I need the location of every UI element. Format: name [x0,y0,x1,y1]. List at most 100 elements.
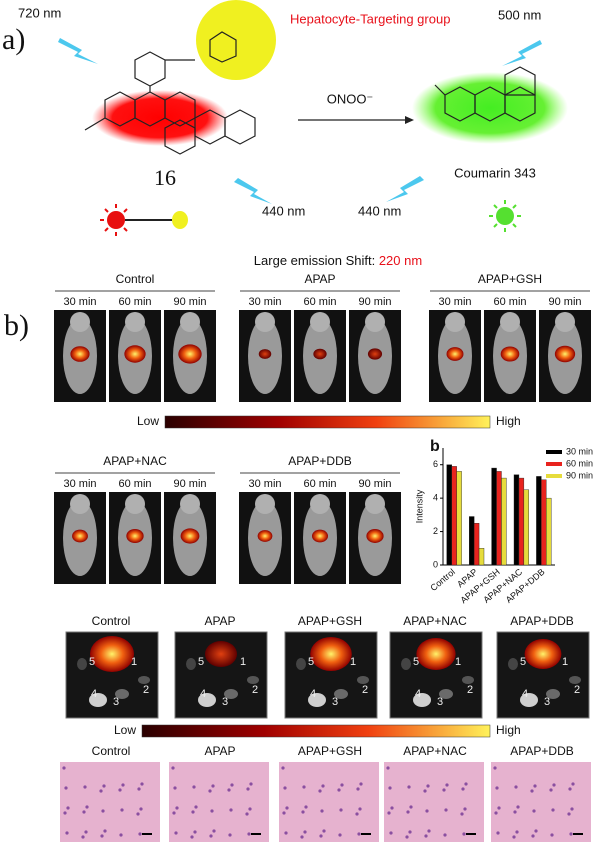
organ-title: APAP [204,614,235,628]
nucleus [285,806,289,810]
nucleus [137,787,141,791]
time-label: 60 min [118,478,151,490]
nucleus [193,830,197,834]
nucleus [245,812,249,816]
liver-signal [313,348,327,360]
nucleus [423,789,427,793]
time-label: 60 min [118,296,151,308]
organ-number: 2 [143,684,149,696]
liver-signal [70,346,90,362]
nucleus [359,782,363,786]
histology-title: APAP+GSH [298,744,362,758]
nucleus [496,831,500,835]
histology-image [169,762,269,842]
nucleus [304,805,308,809]
organ-number: 4 [415,688,421,700]
nucleus [102,784,106,788]
y-tick-label: 0 [433,559,438,569]
nucleus [495,786,499,790]
liver-signal [257,530,273,542]
histology-title: APAP [204,744,235,758]
panel-label: a) [2,23,25,56]
histology-image [384,762,484,842]
nucleus [425,809,429,813]
nucleus [281,766,285,770]
x-tick-label: Control [428,567,457,593]
organ [224,689,238,699]
nucleus [174,831,178,835]
mouse-head [310,312,330,332]
nucleus [82,810,86,814]
nucleus [99,789,103,793]
shift-value: 220 nm [379,253,422,268]
organ-number: 2 [467,684,473,696]
legend-swatch [546,474,562,478]
organ [520,693,538,707]
nucleus [119,833,123,837]
organ-number: 2 [362,684,368,696]
nucleus [442,788,446,792]
bar [536,476,542,566]
nucleus [172,811,176,815]
liver-signal [366,529,384,543]
time-label: 60 min [493,296,526,308]
nucleus [494,811,498,815]
nucleus [227,788,231,792]
nucleus [533,784,537,788]
organ-number: 5 [89,656,95,668]
scale-high: High [496,414,521,428]
nucleus [283,786,287,790]
nucleus [120,808,124,812]
legend-swatch [546,450,562,454]
organ-number: 1 [240,656,246,668]
nucleus [356,787,360,791]
liver-signal [124,345,146,363]
product-label: Coumarin 343 [454,165,536,180]
nucleus [171,766,175,770]
reaction-arrow [298,116,414,124]
nucleus [514,785,518,789]
organ-number: 1 [131,656,137,668]
nucleus [139,807,143,811]
liver-signal [90,636,134,672]
nucleus [357,832,361,836]
liver-signal [367,348,383,360]
mouse-head [125,312,145,332]
nucleus [407,785,411,789]
organ [334,689,348,699]
mouse-head [180,312,200,332]
group-title: APAP+NAC [103,454,167,468]
liver-signal [416,638,456,670]
histology-image [279,762,379,842]
time-label: 30 min [438,296,471,308]
organ-number: 3 [437,696,443,708]
y-tick-label: 6 [433,459,438,469]
group-title: APAP+GSH [478,272,542,286]
nucleus [211,784,215,788]
legend-label: 90 min [566,470,593,480]
nucleus [228,833,232,837]
nucleus [340,783,344,787]
nucleus [424,834,428,838]
nucleus [531,834,535,838]
organ-number: 5 [520,656,526,668]
nucleus [210,809,214,813]
time-label: 90 min [358,478,391,490]
organ-number: 2 [252,684,258,696]
emission-label: 500 nm [498,7,541,22]
nucleus [84,830,88,834]
organ [439,689,453,699]
organ-number: 3 [544,696,550,708]
nucleus [191,810,195,814]
nucleus [568,787,572,791]
nucleus [532,809,536,813]
organ [508,658,518,670]
y-tick-label: 2 [433,526,438,536]
nucleus [229,808,233,812]
excitation-label: 440 nm [358,203,401,218]
nucleus [63,811,67,815]
nucleus [247,832,251,836]
liver-signal [205,641,237,667]
nucleus [443,833,447,837]
nucleus [570,807,574,811]
